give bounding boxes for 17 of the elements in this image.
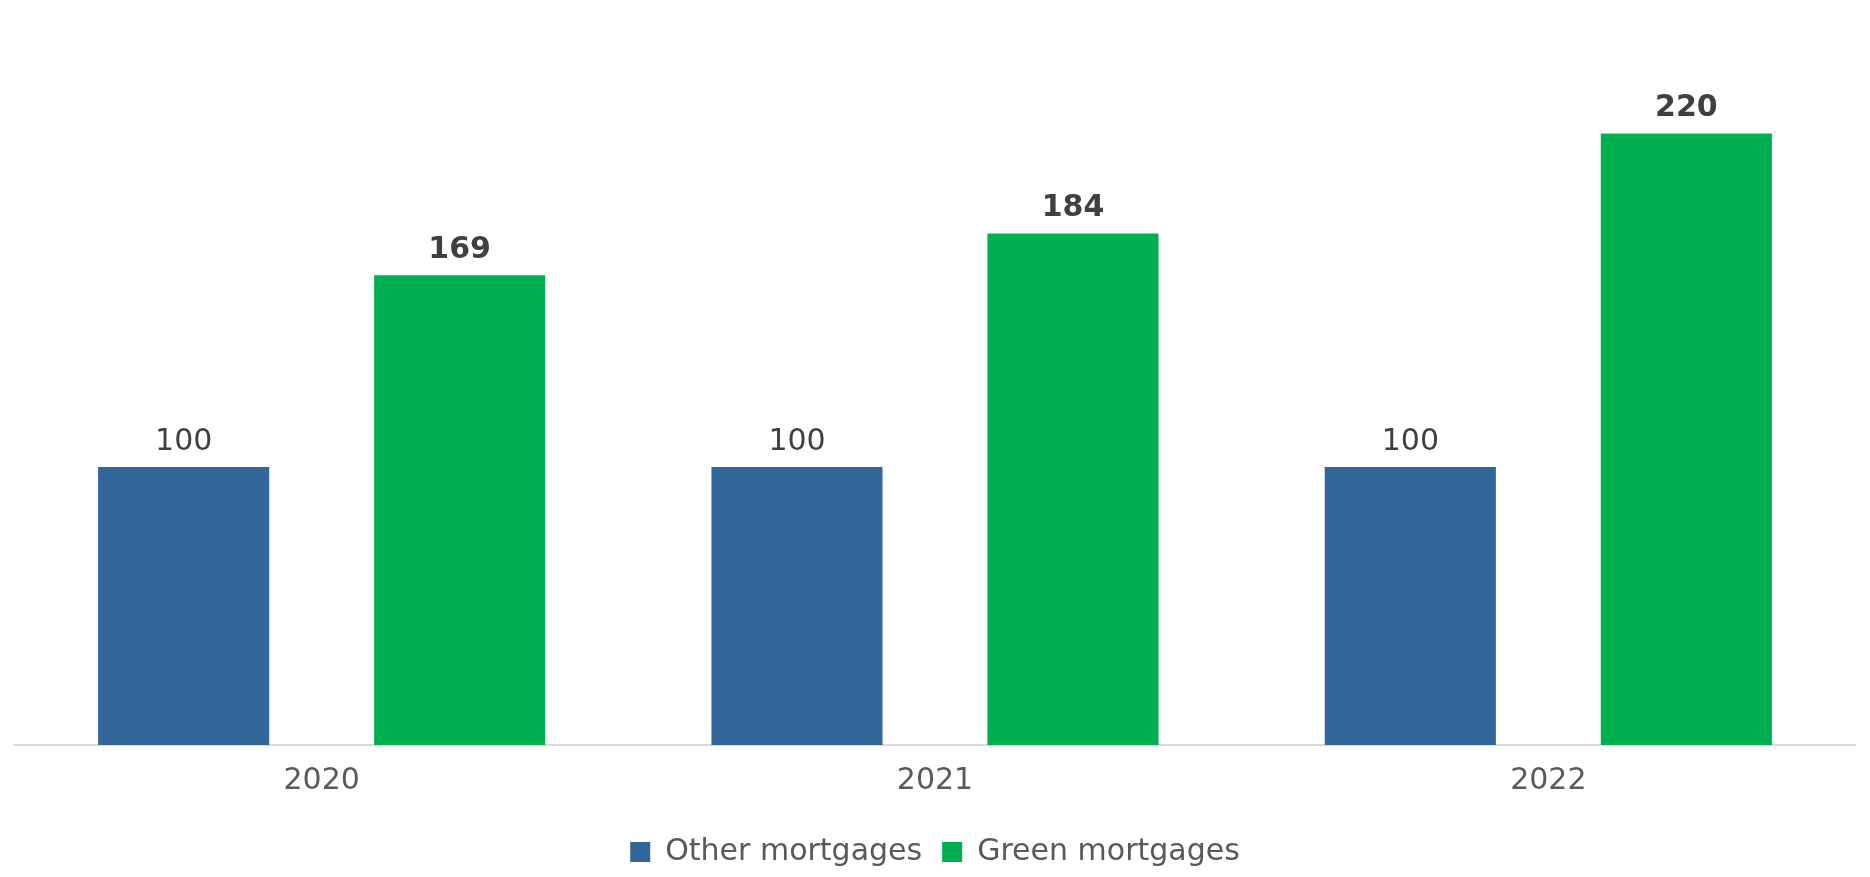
data-label: 100 [155, 421, 213, 457]
x-tick-label: 2020 [283, 760, 360, 796]
x-tick-label: 2022 [1510, 760, 1587, 796]
data-label: 220 [1655, 88, 1718, 124]
data-label: 184 [1041, 188, 1105, 224]
bar [98, 467, 270, 745]
legend-label: Green mortgages [977, 831, 1240, 867]
data-label: 100 [768, 421, 826, 457]
bar [1600, 133, 1772, 745]
data-label: 100 [1381, 421, 1439, 457]
x-tick-label: 2021 [896, 760, 974, 796]
data-label: 169 [428, 229, 491, 265]
bar [374, 275, 546, 745]
bar [987, 233, 1159, 745]
bar [711, 467, 883, 745]
legend-label: Other mortgages [665, 831, 923, 867]
bar [1324, 467, 1496, 745]
